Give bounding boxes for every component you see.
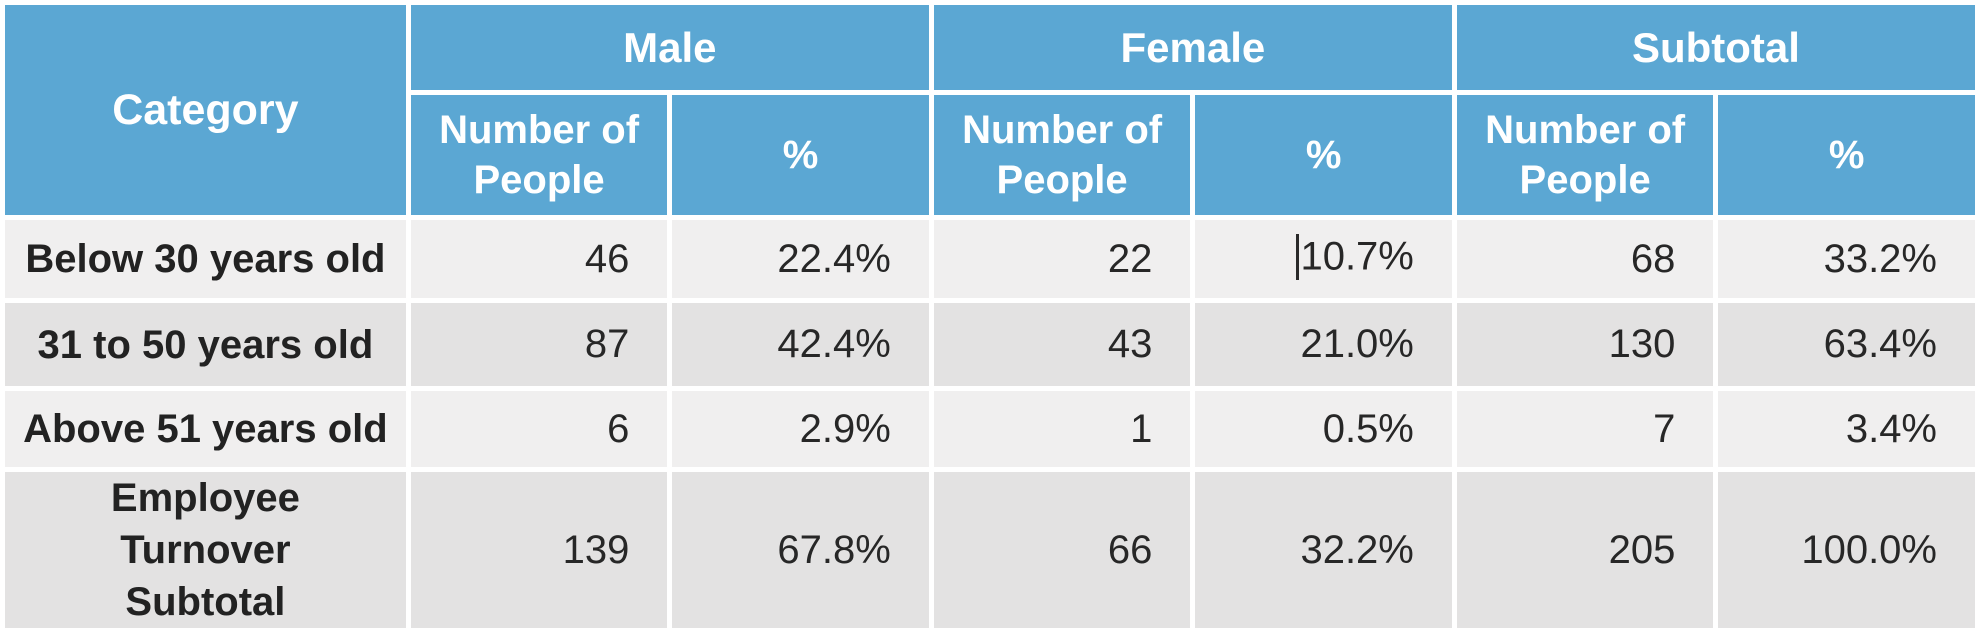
column-header-female-count: Number of People xyxy=(933,95,1191,215)
female-count-cell: 22 xyxy=(933,220,1191,298)
subtotal-count-cell: 205 xyxy=(1456,472,1714,628)
male-count-cell: 139 xyxy=(410,472,668,628)
column-header-subtotal-count: Number of People xyxy=(1456,95,1714,215)
row-category-label: 31 to 50 years old xyxy=(5,303,406,386)
subtotal-pct-cell: 100.0% xyxy=(1718,472,1975,628)
header-sub-row: Number of People % Number of People % Nu… xyxy=(5,95,1975,215)
male-count-cell: 6 xyxy=(410,391,668,467)
column-header-category: Category xyxy=(5,5,406,215)
male-count-cell: 46 xyxy=(410,220,668,298)
column-header-label: Number of People xyxy=(962,108,1163,202)
column-header-male-pct: % xyxy=(672,95,929,215)
row-category-label: Above 51 years old xyxy=(5,391,406,467)
column-group-subtotal: Subtotal xyxy=(1456,5,1975,90)
column-header-subtotal-pct: % xyxy=(1718,95,1975,215)
male-pct-cell: 42.4% xyxy=(672,303,929,386)
female-pct-cell: 10.7% xyxy=(1195,220,1452,298)
male-pct-cell: 22.4% xyxy=(672,220,929,298)
row-category-label: Employee Turnover Subtotal xyxy=(5,472,406,628)
column-group-male: Male xyxy=(410,5,929,90)
female-pct-cell: 0.5% xyxy=(1195,391,1452,467)
row-category-label: Below 30 years old xyxy=(5,220,406,298)
column-header-female-pct: % xyxy=(1195,95,1452,215)
table-row-above-51: Above 51 years old 6 2.9% 1 0.5% 7 3.4% xyxy=(5,391,1975,467)
row-category-text: Employee Turnover Subtotal xyxy=(110,476,300,624)
female-count-cell: 43 xyxy=(933,303,1191,386)
male-count-cell: 87 xyxy=(410,303,668,386)
subtotal-count-cell: 7 xyxy=(1456,391,1714,467)
male-pct-cell: 67.8% xyxy=(672,472,929,628)
employee-turnover-table-container: Category Male Female Subtotal Number of … xyxy=(5,5,1975,628)
female-pct-cell: 32.2% xyxy=(1195,472,1452,628)
table-row-turnover-subtotal: Employee Turnover Subtotal 139 67.8% 66 … xyxy=(5,472,1975,628)
subtotal-pct-cell: 33.2% xyxy=(1718,220,1975,298)
female-count-cell: 66 xyxy=(933,472,1191,628)
header-group-row: Category Male Female Subtotal xyxy=(5,5,1975,215)
female-pct-cell: 21.0% xyxy=(1195,303,1452,386)
subtotal-pct-cell: 63.4% xyxy=(1718,303,1975,386)
male-pct-cell: 2.9% xyxy=(672,391,929,467)
table-row-below-30: Below 30 years old 46 22.4% 22 10.7% 68 … xyxy=(5,220,1975,298)
text-cursor xyxy=(1296,234,1300,280)
table-row-31-to-50: 31 to 50 years old 87 42.4% 43 21.0% 130… xyxy=(5,303,1975,386)
female-pct-value: 10.7% xyxy=(1300,234,1414,279)
column-header-male-count: Number of People xyxy=(410,95,668,215)
female-count-cell: 1 xyxy=(933,391,1191,467)
subtotal-count-cell: 130 xyxy=(1456,303,1714,386)
column-header-label: Number of People xyxy=(1485,108,1686,202)
column-header-label: Number of People xyxy=(439,108,640,202)
subtotal-count-cell: 68 xyxy=(1456,220,1714,298)
column-group-female: Female xyxy=(933,5,1452,90)
subtotal-pct-cell: 3.4% xyxy=(1718,391,1975,467)
